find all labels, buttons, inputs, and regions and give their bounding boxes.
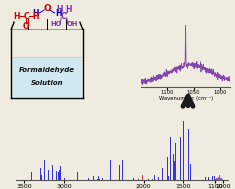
Text: C: C bbox=[24, 12, 29, 21]
Text: H: H bbox=[14, 12, 20, 21]
Text: O: O bbox=[43, 4, 51, 13]
Text: H: H bbox=[65, 5, 72, 14]
X-axis label: Wavenumber (cm⁻¹): Wavenumber (cm⁻¹) bbox=[159, 96, 213, 101]
Text: C: C bbox=[61, 12, 67, 21]
Text: H: H bbox=[55, 9, 62, 19]
Text: Formaldehyde: Formaldehyde bbox=[19, 67, 75, 73]
Text: OH: OH bbox=[67, 21, 78, 27]
Text: Solution: Solution bbox=[31, 80, 63, 86]
Text: H: H bbox=[32, 9, 39, 19]
Polygon shape bbox=[12, 57, 82, 97]
Text: H: H bbox=[56, 5, 63, 14]
Text: H: H bbox=[32, 12, 39, 21]
Text: HO: HO bbox=[51, 21, 62, 27]
Text: O: O bbox=[23, 22, 30, 31]
